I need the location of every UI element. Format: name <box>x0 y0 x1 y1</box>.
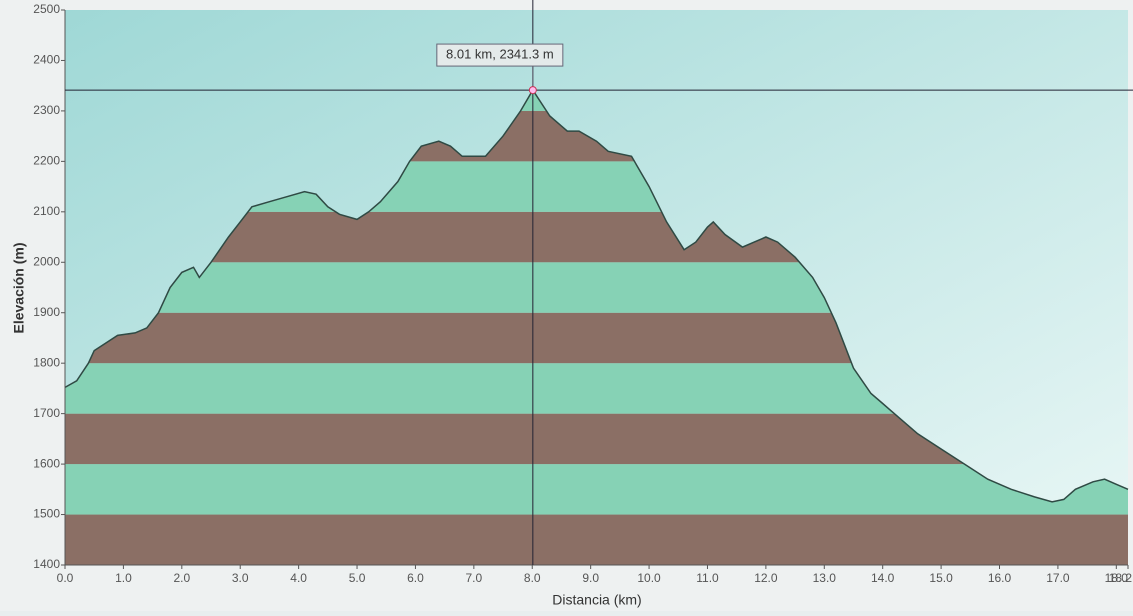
y-axis-label: Elevación (m) <box>11 242 27 333</box>
x-axis-label: Distancia (km) <box>552 592 641 608</box>
x-tick-label: 4.0 <box>290 571 307 585</box>
x-tick-label: 5.0 <box>349 571 366 585</box>
annotation: 8.01 km, 2341.3 m <box>446 47 554 62</box>
x-tick-label: 2.0 <box>173 571 190 585</box>
x-tick-label: 14.0 <box>871 571 895 585</box>
crosshair-point <box>528 86 537 95</box>
y-tick-label: 2300 <box>33 103 60 117</box>
x-tick-label: 8.0 <box>524 571 541 585</box>
y-tick-label: 1800 <box>33 355 60 369</box>
x-tick-label: 6.0 <box>407 571 424 585</box>
y-tick-label: 2000 <box>33 254 60 268</box>
y-tick-label: 2500 <box>33 2 60 16</box>
x-tick-label: 1.0 <box>115 571 132 585</box>
y-tick-label: 2200 <box>33 154 60 168</box>
band <box>65 514 1128 565</box>
x-tick-label: 7.0 <box>466 571 483 585</box>
x-tick-label: 12.0 <box>754 571 778 585</box>
band <box>65 464 1128 515</box>
y-tick-label: 1900 <box>33 305 60 319</box>
y-tick-label: 2400 <box>33 53 60 67</box>
y-tick-label: 1500 <box>33 507 60 521</box>
x-tick-label: 9.0 <box>582 571 599 585</box>
y-tick-label: 1700 <box>33 406 60 420</box>
annotation-box <box>436 43 564 67</box>
x-tick-label: 0.0 <box>57 571 74 585</box>
x-tick-label: 17.0 <box>1046 571 1070 585</box>
x-tick-label: 18.0 <box>1105 571 1129 585</box>
x-tick-label: 18.2 <box>1109 571 1133 585</box>
x-tick-label: 3.0 <box>232 571 249 585</box>
x-tick-label: 10.0 <box>637 571 661 585</box>
y-tick-label: 2100 <box>33 204 60 218</box>
x-tick-label: 13.0 <box>813 571 837 585</box>
x-tick-label: 16.0 <box>988 571 1012 585</box>
profile-line <box>64 88 1129 503</box>
y-tick-label: 1400 <box>33 557 60 571</box>
y-tick-label: 1600 <box>33 456 60 470</box>
x-tick-label: 15.0 <box>929 571 953 585</box>
x-tick-label: 11.0 <box>696 571 719 585</box>
